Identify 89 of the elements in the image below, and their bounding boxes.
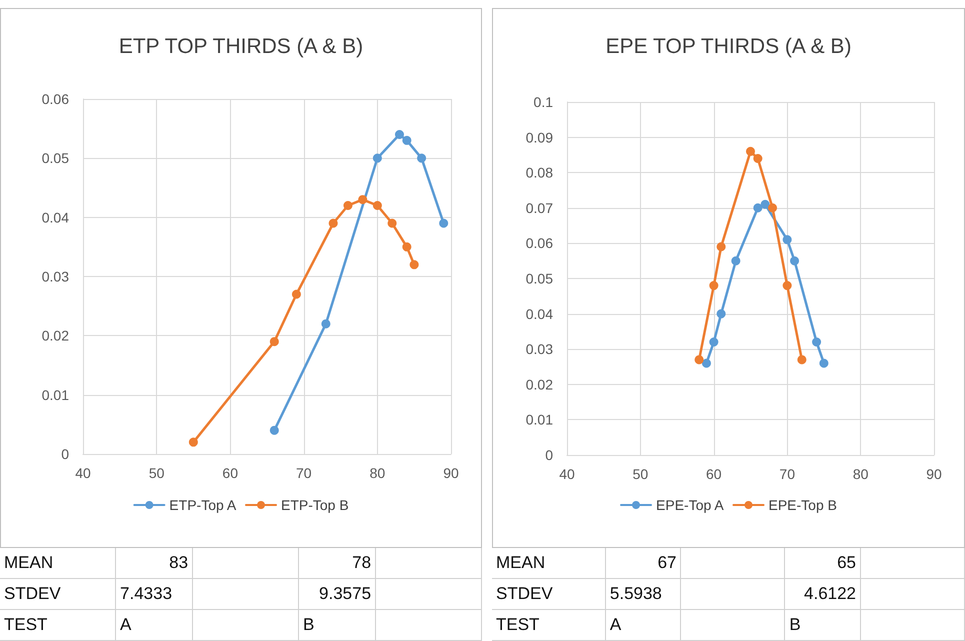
- y-tick-label: 0: [545, 447, 554, 463]
- text: 5.5938: [605, 578, 681, 610]
- y-tick-label: 0.04: [42, 209, 70, 226]
- point: [372, 154, 382, 163]
- text: B: [298, 610, 376, 640]
- x-tick-label: 80: [852, 466, 869, 482]
- point: [372, 201, 382, 210]
- point: [709, 338, 718, 347]
- point: [439, 218, 448, 228]
- text: 9.3575: [298, 578, 376, 610]
- point: [790, 256, 800, 266]
- x-tick-label: 40: [75, 465, 91, 481]
- legend-label: ETP-Top A: [169, 497, 237, 513]
- x-tick-label: 70: [296, 465, 312, 481]
- text: TEST: [0, 610, 116, 640]
- text: 7.4333: [116, 578, 193, 610]
- y-tick-label: 0.1: [534, 94, 554, 110]
- point: [410, 260, 419, 270]
- text: 78: [298, 548, 376, 578]
- text: 65: [784, 548, 861, 578]
- y-tick-label: 0.01: [42, 386, 70, 403]
- x-tick-label: 60: [222, 465, 238, 481]
- x-tick-label: 80: [370, 465, 386, 481]
- y-tick-label: 0.05: [42, 150, 70, 166]
- legend-label: ETP-Top B: [281, 497, 349, 513]
- point: [270, 426, 279, 435]
- point: [753, 203, 762, 212]
- text: 67: [605, 548, 681, 578]
- point: [731, 256, 740, 266]
- text: A: [116, 610, 193, 640]
- point: [760, 200, 770, 209]
- x-tick-label: 90: [926, 466, 942, 482]
- chart-title: EPE TOP THIRDS (A & B): [606, 35, 852, 58]
- point: [402, 242, 412, 252]
- text: A: [605, 610, 681, 640]
- text: STDEV: [492, 578, 606, 610]
- point: [188, 438, 198, 447]
- y-tick-label: 0.01: [526, 412, 554, 428]
- point: [782, 235, 792, 244]
- point: [328, 218, 338, 228]
- point: [394, 130, 404, 139]
- point: [694, 355, 704, 364]
- y-tick-label: 0.05: [526, 270, 554, 286]
- y-tick-label: 0: [61, 446, 70, 462]
- point: [292, 290, 301, 299]
- point: [753, 154, 762, 163]
- text: MEAN: [492, 548, 606, 578]
- x-tick-label: 50: [632, 466, 648, 482]
- y-tick-label: 0.03: [526, 341, 554, 358]
- point: [702, 358, 711, 368]
- point: [797, 355, 806, 364]
- point: [270, 337, 279, 346]
- text: B: [784, 610, 861, 640]
- point: [402, 136, 412, 145]
- y-tick-label: 0.03: [42, 268, 70, 284]
- y-tick-label: 0.07: [526, 200, 554, 216]
- legend-label: EPE-Top B: [768, 497, 837, 513]
- point: [388, 218, 397, 228]
- point: [768, 203, 778, 212]
- y-tick-label: 0.08: [526, 164, 554, 181]
- point: [358, 195, 368, 204]
- point: [782, 281, 792, 290]
- x-tick-label: 50: [148, 465, 165, 481]
- x-tick-label: 60: [706, 466, 722, 482]
- y-tick-label: 0.02: [526, 376, 554, 392]
- point: [819, 358, 828, 368]
- y-tick-label: 0.02: [42, 328, 70, 344]
- x-tick-label: 70: [779, 466, 796, 482]
- point: [417, 154, 426, 163]
- y-tick-label: 0.06: [526, 235, 554, 252]
- point: [716, 242, 726, 252]
- point: [343, 201, 352, 210]
- text: 83: [116, 548, 193, 578]
- legend-label: EPE-Top A: [656, 497, 724, 513]
- point: [812, 338, 822, 347]
- point: [716, 309, 726, 318]
- chart-title: ETP TOP THIRDS (A & B): [118, 35, 364, 58]
- point: [709, 281, 718, 290]
- point: [321, 319, 330, 328]
- y-tick-label: 0.04: [526, 306, 554, 322]
- text: TEST: [492, 610, 606, 640]
- point: [746, 146, 755, 156]
- x-tick-label: 90: [443, 465, 459, 481]
- y-tick-label: 0.06: [42, 91, 70, 107]
- y-tick-label: 0.09: [526, 129, 554, 146]
- text: STDEV: [0, 578, 116, 610]
- text: 4.6122: [784, 578, 861, 610]
- text: MEAN: [0, 548, 116, 578]
- x-tick-label: 40: [559, 466, 575, 482]
